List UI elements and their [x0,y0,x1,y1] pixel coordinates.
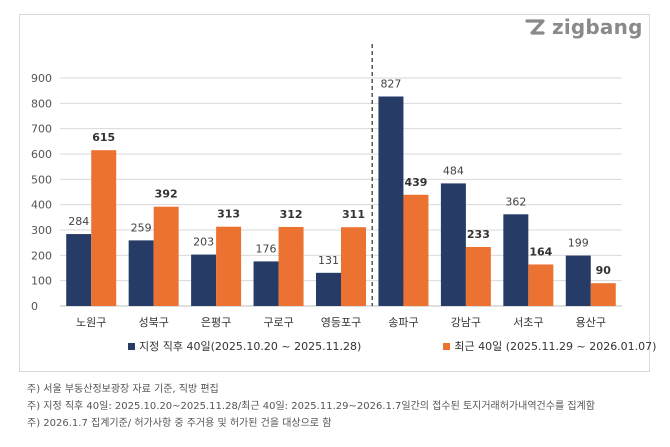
y-tick-label: 400 [31,199,52,212]
bar-series1 [191,254,217,306]
legend-item-series1: 지정 직후 40일(2025.10.20 ~ 2025.11.28) [128,338,361,354]
bar-series1 [128,240,154,306]
data-label-series1: 131 [318,254,339,267]
footnotes: 주) 서울 부동산정보광장 자료 기준, 직방 편집 주) 지정 직후 40일:… [27,381,595,432]
bar-series1 [66,234,92,306]
y-tick-label: 600 [31,148,52,161]
bar-series2 [341,227,366,306]
y-tick-label: 700 [31,123,52,136]
y-tick-label: 900 [31,72,52,85]
data-label-series2: 313 [217,208,240,221]
bar-series1 [503,214,529,306]
bar-series1 [565,255,591,306]
bar-series2 [590,283,616,306]
data-label-series2: 311 [342,208,365,221]
legend-label-series2: 최근 40일 (2025.11.29 ~ 2026.01.07) [454,340,657,353]
y-tick-label: 500 [31,173,52,186]
bar-series1 [378,96,404,306]
data-label-series2: 392 [155,188,178,201]
legend-label-series1: 지정 직후 40일(2025.10.20 ~ 2025.11.28) [139,340,362,353]
data-label-series2: 615 [92,131,115,144]
data-label-series2: 90 [596,264,612,277]
zigbang-logo: zigbang [524,14,643,40]
x-category-label: 서초구 [513,316,543,329]
bar-series1 [440,183,466,306]
legend-swatch-series2 [443,342,451,350]
x-category-label: 강남구 [451,316,481,329]
data-label-series2: 312 [280,208,303,221]
footnote-periods: 주) 지정 직후 40일: 2025.10.20~2025.11.28/최근 4… [27,401,595,412]
chart-card [19,14,650,372]
bar-series2 [403,194,429,306]
bar-series2 [278,226,304,306]
bar-series1 [253,261,279,306]
legend-swatch-series1 [128,342,135,350]
x-category-label: 송파구 [388,316,418,329]
x-category-label: 용산구 [576,316,606,329]
bar-series2 [528,264,554,306]
x-category-label: 은평구 [201,316,231,329]
bar-series2 [216,226,242,306]
x-category-label: 영등포구 [321,316,361,329]
bar-series2 [153,206,179,306]
y-tick-label: 300 [31,224,52,237]
y-tick-label: 100 [31,275,52,288]
y-tick-label: 200 [31,249,52,262]
footnote-source: 주) 서울 부동산정보광장 자료 기준, 직방 편집 [27,384,219,395]
data-label-series1: 203 [193,236,214,249]
data-label-series1: 176 [256,242,277,255]
chart-legend: 지정 직후 40일(2025.10.20 ~ 2025.11.28) 최근 40… [128,338,656,354]
zigbang-logo-icon [525,19,545,35]
bar-series1 [316,272,341,306]
x-category-label: 구로구 [263,316,293,329]
bar-series2 [91,150,117,306]
data-label-series1: 484 [443,164,464,177]
data-label-series2: 164 [529,245,552,258]
data-label-series1: 362 [505,195,526,208]
data-label-series2: 439 [404,176,427,189]
bar-series2 [465,246,491,306]
zigbang-logo-text: zigbang [552,15,643,39]
data-label-series1: 259 [131,221,152,234]
y-tick-label: 800 [31,97,52,110]
footnote-criteria: 주) 2026.1.7 집계기준/ 허가사항 중 주거용 및 허가된 건을 대상… [27,418,332,429]
data-label-series1: 199 [568,237,589,250]
data-label-series2: 233 [467,228,490,241]
x-category-label: 성북구 [138,316,168,329]
legend-item-series2: 최근 40일 (2025.11.29 ~ 2026.01.07) [443,338,656,354]
data-label-series1: 284 [68,215,89,228]
y-tick-label: 0 [31,300,38,313]
data-label-series1: 827 [380,77,401,90]
x-category-label: 노원구 [76,316,106,329]
